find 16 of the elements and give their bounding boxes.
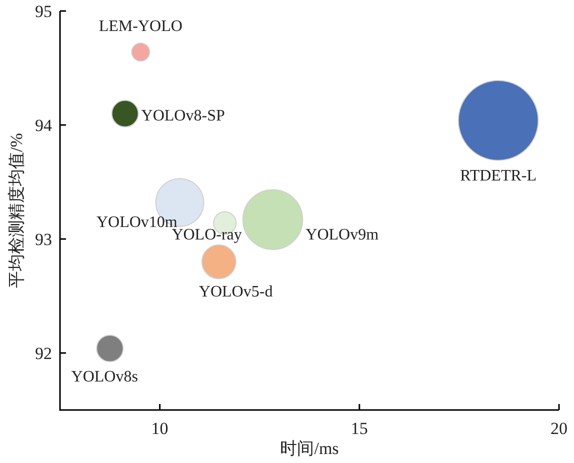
series-label: YOLOv8s (71, 368, 138, 386)
y-tick-label: 95 (35, 2, 52, 21)
series-label: YOLO-ray (172, 226, 242, 244)
series-label: RTDETR-L (460, 167, 536, 184)
x-tick-label: 20 (550, 419, 568, 438)
series-label: LEM-YOLO (98, 18, 182, 36)
x-axis-title: 时间/ms (280, 439, 339, 458)
y-tick-label: 93 (35, 230, 52, 249)
x-tick-label: 10 (151, 419, 168, 438)
y-tick-label: 92 (35, 344, 52, 363)
y-axis-title: 平均检测精度均值/% (7, 133, 26, 288)
series-label: YOLOv8-SP (141, 108, 225, 125)
series-label: YOLOv5-d (198, 284, 273, 301)
y-tick-label: 94 (35, 116, 52, 135)
series-label: YOLOv9m (306, 226, 380, 244)
x-tick-label: 15 (350, 419, 368, 438)
